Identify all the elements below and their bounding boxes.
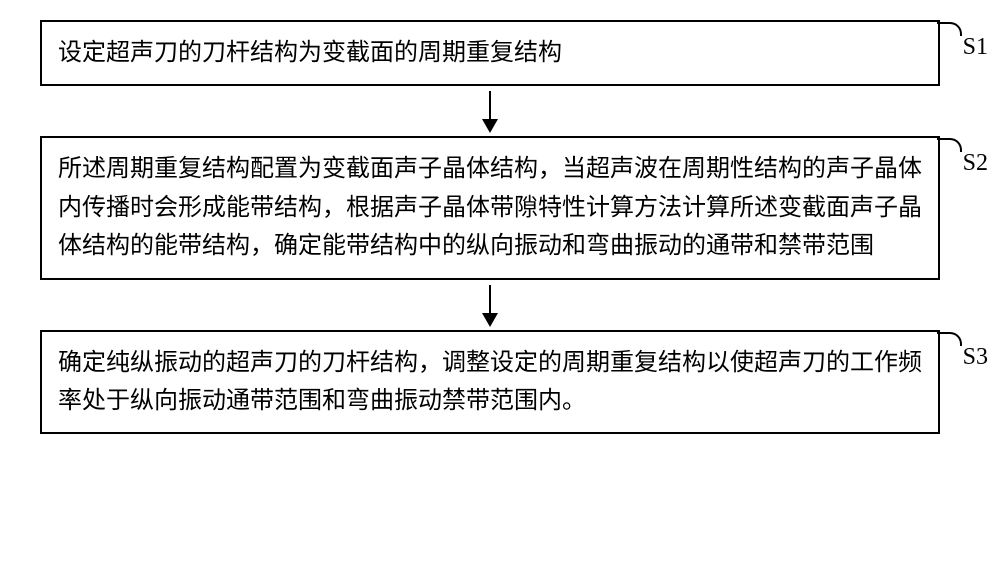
step-text-s3: 确定纯纵振动的超声刀的刀杆结构，调整设定的周期重复结构以使超声刀的工作频率处于纵… <box>58 350 922 414</box>
arrow-s1-s2 <box>40 86 940 136</box>
step-box-s2: 所述周期重复结构配置为变截面声子晶体结构，当超声波在周期性结构的声子晶体内传播时… <box>40 136 940 279</box>
step-label-s1: S1 <box>963 28 988 66</box>
step-label-s2: S2 <box>963 144 988 182</box>
step-connector-s2 <box>937 138 962 152</box>
step-box-s1: 设定超声刀的刀杆结构为变截面的周期重复结构 S1 <box>40 20 940 86</box>
arrow-s2-s3 <box>40 280 940 330</box>
arrow-icon <box>489 91 491 131</box>
arrow-icon <box>489 285 491 325</box>
step-connector-s3 <box>937 332 962 346</box>
flowchart-container: 设定超声刀的刀杆结构为变截面的周期重复结构 S1 所述周期重复结构配置为变截面声… <box>40 20 940 434</box>
step-connector-s1 <box>937 22 962 36</box>
step-label-s3: S3 <box>963 338 988 376</box>
step-box-s3: 确定纯纵振动的超声刀的刀杆结构，调整设定的周期重复结构以使超声刀的工作频率处于纵… <box>40 330 940 435</box>
step-text-s1: 设定超声刀的刀杆结构为变截面的周期重复结构 <box>58 40 562 66</box>
step-text-s2: 所述周期重复结构配置为变截面声子晶体结构，当超声波在周期性结构的声子晶体内传播时… <box>58 156 922 259</box>
